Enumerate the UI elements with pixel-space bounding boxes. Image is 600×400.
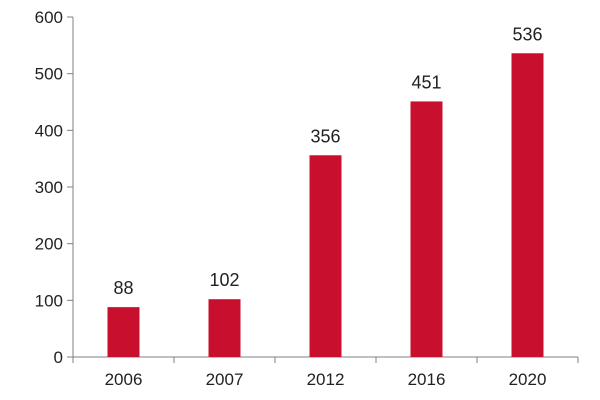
bars: [107, 53, 544, 358]
data-label-2020: 536: [512, 24, 542, 44]
x-axis: 2006 2007 2012 2016 2020: [72, 356, 579, 389]
data-label-2016: 451: [411, 72, 441, 92]
x-tick-label: 2006: [105, 370, 143, 389]
data-labels: 88 102 356 451 536: [113, 24, 542, 298]
y-tick-label: 300: [35, 178, 63, 197]
bar-2012: [309, 155, 342, 357]
y-axis: 0 100 200 300 400 500 600: [35, 8, 74, 367]
y-tick-label: 200: [35, 235, 63, 254]
data-label-2007: 102: [209, 270, 239, 290]
x-tick-label: 2016: [408, 370, 446, 389]
x-tick-label: 2012: [307, 370, 345, 389]
y-tick-label: 500: [35, 65, 63, 84]
data-label-2006: 88: [113, 278, 133, 298]
y-tick-label: 600: [35, 8, 63, 27]
data-label-2012: 356: [310, 126, 340, 146]
y-tick-label: 100: [35, 291, 63, 310]
bar-2020: [511, 53, 544, 358]
x-tick-label: 2020: [509, 370, 547, 389]
y-tick-label: 400: [35, 121, 63, 140]
x-tick-label: 2007: [206, 370, 244, 389]
bar-2006: [107, 307, 140, 357]
y-tick-label: 0: [54, 348, 63, 367]
bar-2016: [410, 101, 443, 357]
bar-2007: [208, 299, 241, 357]
